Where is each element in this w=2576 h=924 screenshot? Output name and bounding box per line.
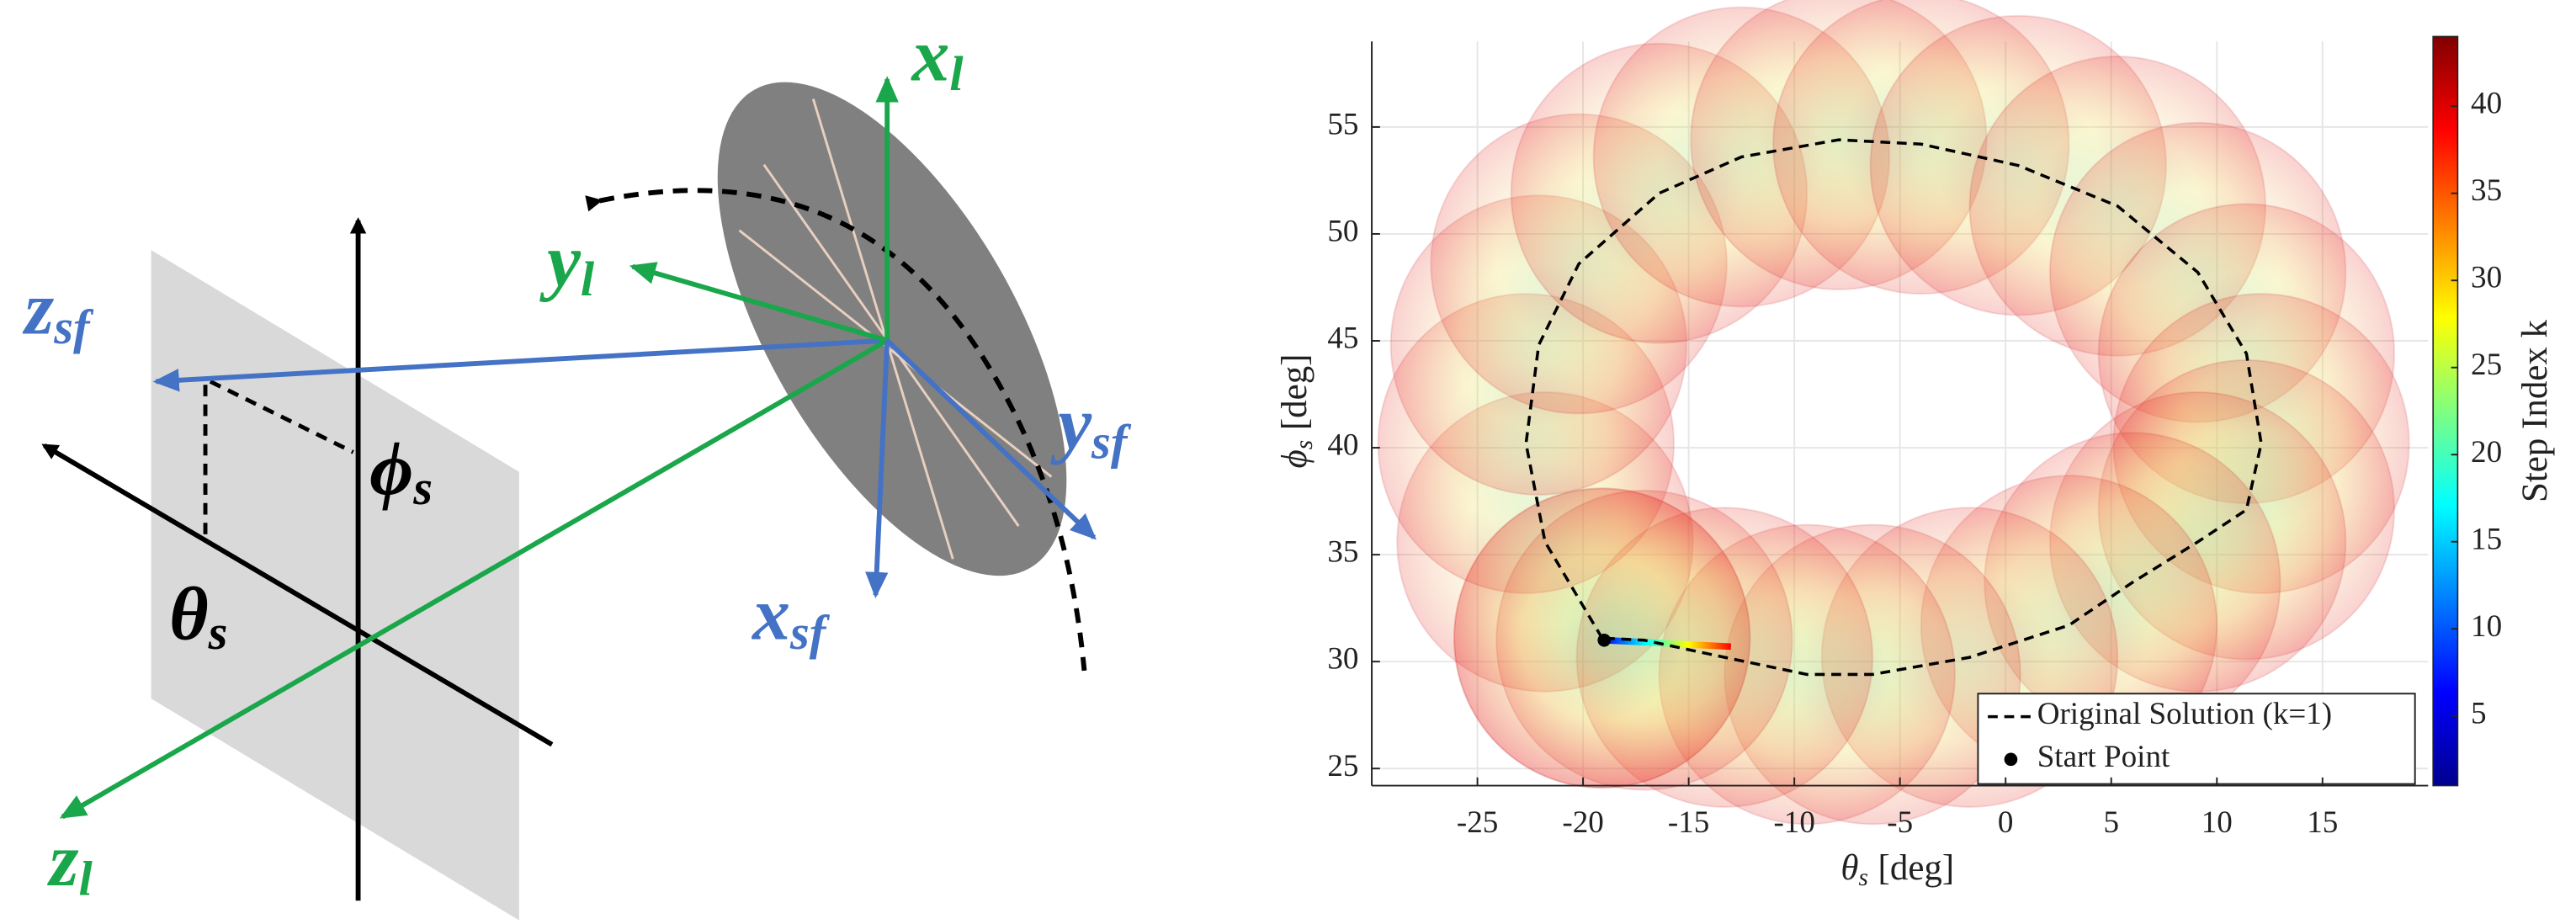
symbol: x bbox=[910, 13, 949, 97]
arrow bbox=[865, 340, 890, 599]
subscript: l bbox=[949, 47, 964, 102]
subscript: s bbox=[1858, 864, 1867, 891]
symbol: y bbox=[539, 219, 582, 302]
axis-label: θs bbox=[169, 572, 227, 660]
y-tick-label: 50 bbox=[1327, 214, 1358, 248]
colorbar-tick-label: 15 bbox=[2471, 522, 2502, 556]
symbol: z bbox=[22, 267, 54, 350]
colorbar-tick-label: 40 bbox=[2471, 87, 2502, 121]
x-tick-label: -10 bbox=[1773, 805, 1814, 840]
axis-label: ysf bbox=[1050, 382, 1132, 470]
subscript: s bbox=[1291, 440, 1318, 449]
subscript: sf bbox=[789, 605, 831, 660]
axis bbox=[41, 443, 554, 747]
subscript: l bbox=[581, 252, 595, 307]
arrow bbox=[885, 338, 1097, 540]
point bbox=[1597, 633, 1612, 647]
axis-label: zl bbox=[47, 819, 93, 906]
y-tick-label: 45 bbox=[1327, 321, 1358, 356]
x-tick-label: 10 bbox=[2202, 805, 2233, 840]
x-tick-label: -5 bbox=[1887, 805, 1913, 840]
colorbar-tick-label: 30 bbox=[2471, 261, 2502, 295]
axis-label: xl bbox=[910, 13, 964, 101]
axis-label: ϕs bbox=[369, 427, 433, 515]
colorbar-tick-label: 25 bbox=[2471, 348, 2502, 382]
line bbox=[1524, 138, 2263, 677]
diagram bbox=[41, 76, 1097, 921]
colorbar-tick-label: 5 bbox=[2471, 696, 2487, 730]
x-tick-label: 15 bbox=[2307, 805, 2338, 840]
plot bbox=[1377, 0, 2410, 826]
legend: Original Solution (k=1) Start Point bbox=[1977, 693, 2416, 785]
legend-box bbox=[1977, 693, 2416, 785]
motion-arc bbox=[585, 188, 1087, 672]
y-tick-label: 25 bbox=[1327, 749, 1358, 783]
axis-label: zsf bbox=[22, 267, 94, 354]
subscript: sf bbox=[53, 300, 94, 354]
symbol: ϕ bbox=[1275, 449, 1315, 468]
y-tick-label: 35 bbox=[1327, 535, 1358, 570]
subscript: s bbox=[412, 461, 433, 516]
y-tick-label: 55 bbox=[1327, 107, 1358, 141]
arrow bbox=[629, 262, 888, 343]
colorbar-tick-label: 20 bbox=[2471, 435, 2502, 470]
projection bbox=[209, 380, 354, 454]
optimized-path bbox=[1604, 636, 1732, 651]
arrow bbox=[59, 338, 889, 820]
symbol: ϕ bbox=[369, 427, 413, 511]
y-tick-label: 30 bbox=[1327, 642, 1358, 677]
subscript: s bbox=[208, 605, 228, 660]
legend-label: Start Point bbox=[2037, 740, 2170, 774]
y-tick-label: 40 bbox=[1327, 428, 1358, 463]
strut bbox=[738, 229, 1053, 478]
y-axis-label: ϕs [deg] bbox=[1275, 354, 1318, 469]
symbol: z bbox=[47, 819, 79, 902]
symbol: θ bbox=[1840, 848, 1858, 888]
symbol: y bbox=[1050, 382, 1092, 465]
x-tick-label: -25 bbox=[1457, 805, 1498, 840]
symbol: x bbox=[751, 572, 790, 656]
subscript: sf bbox=[1091, 415, 1132, 470]
colorbar bbox=[2432, 35, 2459, 787]
unit: [deg] bbox=[1878, 848, 1955, 888]
x-axis-label: θs [deg] bbox=[1840, 848, 1954, 891]
arrow bbox=[152, 337, 888, 392]
x-tick-label: 0 bbox=[1998, 805, 2014, 840]
legend-swatch bbox=[2004, 752, 2018, 767]
axis-label: yl bbox=[539, 219, 595, 306]
strut bbox=[811, 98, 954, 560]
subscript: l bbox=[79, 852, 93, 906]
x-tick-label: -15 bbox=[1668, 805, 1709, 840]
axis-label: xsf bbox=[751, 572, 831, 660]
unit: [deg] bbox=[1275, 354, 1315, 431]
legend-label: Original Solution (k=1) bbox=[2037, 697, 2332, 731]
colorbar-tick-label: 10 bbox=[2471, 609, 2502, 644]
plane bbox=[151, 250, 519, 921]
colorbar-tick-label: 35 bbox=[2471, 173, 2502, 208]
x-tick-label: 5 bbox=[2103, 805, 2119, 840]
colorbar-label: Step Index k bbox=[2515, 319, 2555, 502]
x-tick-label: -20 bbox=[1562, 805, 1603, 840]
symbol: θ bbox=[169, 572, 209, 656]
